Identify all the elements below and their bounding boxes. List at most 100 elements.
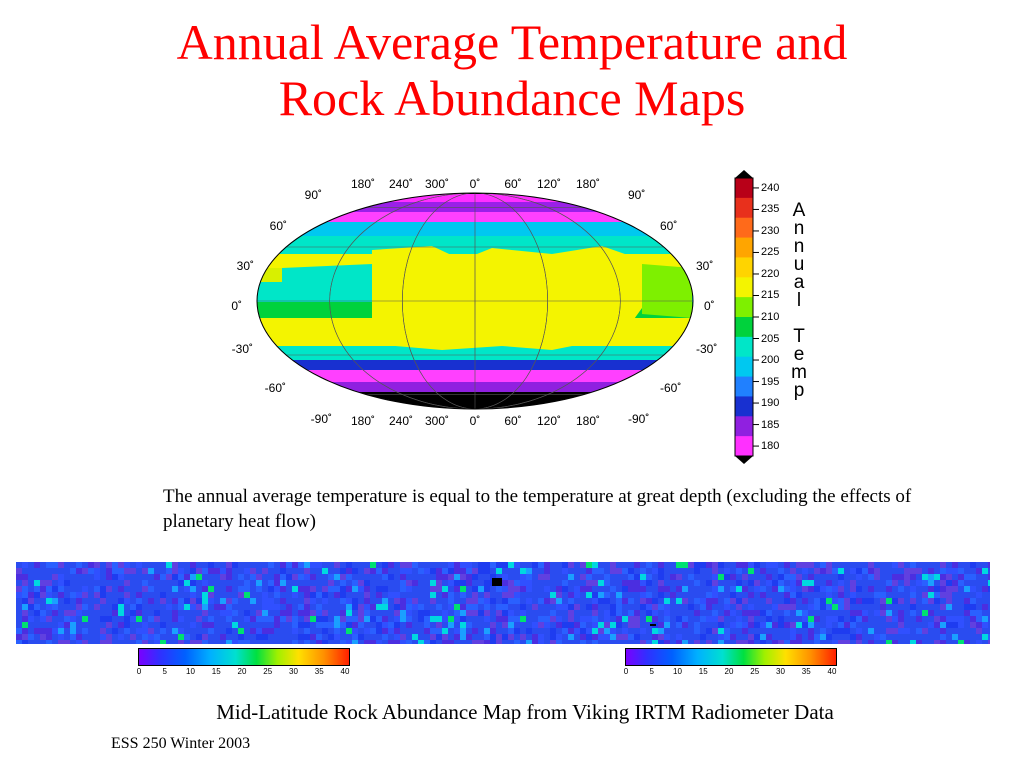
rock-scale-tick-label: 20: [237, 667, 247, 676]
colorbar-swatch: [735, 396, 753, 417]
rock-scale-tick-label: 35: [801, 667, 811, 676]
colorbar-swatch: [735, 317, 753, 338]
map-band: [257, 194, 693, 202]
colorbar-tick-label: 235: [761, 203, 780, 216]
colorbar-tick-label: 180: [761, 440, 780, 453]
temperature-map-graphic: [256, 192, 694, 410]
rock-scale-right: 0 5 10 15 20 25 30 35 40: [623, 648, 845, 684]
rock-scale-tick-label: 10: [673, 667, 682, 676]
rock-scale-tick-label: 15: [211, 667, 221, 676]
rock-map-caption: Mid-Latitude Rock Abundance Map from Vik…: [216, 700, 834, 724]
colorbar-swatch: [735, 178, 753, 199]
rock-scale-tick-label: 5: [649, 667, 654, 676]
colorbar-swatch: [735, 436, 753, 457]
map-coordinate-label: -30˚: [231, 342, 253, 356]
colorbar-swatch: [735, 416, 753, 437]
colorbar-graphic: [734, 170, 759, 464]
colorbar-title-letter: m: [791, 362, 807, 383]
rock-map-cells: [16, 562, 990, 644]
rock-map-gap: [650, 624, 656, 626]
colorbar-tick-label: 190: [761, 397, 780, 410]
map-coordinate-label: 180˚: [350, 414, 376, 428]
rock-abundance-map: [16, 562, 990, 644]
colorbar-title-letter: e: [793, 344, 805, 365]
title-line-2: Rock Abundance Maps: [278, 70, 746, 126]
colorbar-tick-label: 200: [761, 354, 780, 367]
map-coordinate-label: 90˚: [304, 188, 322, 202]
rock-scale-tick-label: 0: [623, 667, 629, 676]
colorbar-tick-label: 225: [761, 246, 780, 259]
colorbar-swatch: [735, 336, 753, 358]
map-coordinate-label: 30˚: [236, 259, 254, 273]
map-band: [257, 346, 693, 360]
map-band: [257, 193, 693, 194]
map-coordinate-label: 60˚: [504, 177, 522, 191]
rock-scale-tick-label: 5: [162, 667, 167, 676]
map-coordinate-label: 180˚: [350, 177, 376, 191]
rock-scale-tick-label: 20: [724, 667, 734, 676]
colorbar-tick-label: 230: [761, 224, 780, 237]
map-cool-region: [282, 264, 372, 300]
map-coordinate-label: 90˚: [628, 188, 646, 202]
colorbar-arrow-top: [735, 170, 753, 178]
map-coordinate-label: -60˚: [660, 381, 682, 395]
map-band: [257, 236, 693, 254]
map-coordinate-label: 30˚: [696, 259, 714, 273]
map-coordinate-label: 180˚: [575, 177, 601, 191]
rock-scale-tick-label: 30: [289, 667, 298, 676]
rock-scale-tick-label: 25: [750, 667, 760, 676]
map-coordinate-label: 300˚: [424, 414, 450, 428]
temperature-caption: The annual average temperature is equal …: [163, 486, 912, 532]
map-coordinate-label: 0˚: [231, 299, 242, 313]
rock-scale-tick-label: 30: [776, 667, 785, 676]
colorbar-title-letter: A: [792, 200, 806, 221]
map-coordinate-label: 0˚: [469, 414, 481, 428]
colorbar-swatch: [735, 237, 753, 258]
rock-scale-tick-label: 25: [263, 667, 273, 676]
map-coordinate-label: 120˚: [536, 177, 562, 191]
colorbar-title-letter: T: [793, 326, 805, 347]
colorbar-tick-label: 185: [761, 418, 780, 431]
slide-title: Annual Average Temperature and Rock Abun…: [0, 14, 1024, 126]
colorbar-tick-label: 205: [761, 332, 780, 345]
colorbar-title-letter: n: [793, 236, 805, 257]
title-line-1: Annual Average Temperature and: [176, 14, 848, 70]
map-coordinate-label: 180˚: [575, 414, 601, 428]
map-coordinate-label: 120˚: [536, 414, 562, 428]
temperature-colorbar: 240 235 230 225 220 215 210 205 200 195 190 185 180 …: [731, 168, 821, 468]
rock-scale-left: 0 5 10 15 20 25 30 35 40: [136, 648, 358, 684]
map-band: [257, 202, 693, 212]
colorbar-title-letter: n: [793, 218, 805, 239]
colorbar-tick-label: 215: [761, 289, 780, 302]
colorbar-title-letter: u: [793, 254, 805, 275]
colorbar-tick-label: 195: [761, 375, 780, 388]
rock-scale-tick-label: 15: [698, 667, 708, 676]
rock-scale-bar: [625, 648, 837, 666]
map-coordinate-label: 60˚: [269, 219, 287, 233]
colorbar-tick-label: 240: [761, 181, 780, 194]
map-outline: [256, 192, 694, 410]
colorbar-swatch: [735, 277, 753, 298]
map-coordinate-label: -30˚: [696, 342, 718, 356]
temperature-map: 180˚ 180˚ 240˚ 240˚ 300˚ 300˚ 0˚ 0˚ 60˚ 60˚ 120˚ 12…: [222, 168, 742, 450]
map-mild-region: [642, 264, 692, 318]
colorbar-swatch: [735, 217, 753, 239]
colorbar-tick-label: 220: [761, 267, 780, 280]
footer-text: ESS 250 Winter 2003: [111, 735, 251, 752]
map-warm-region: [372, 246, 642, 350]
colorbar-swatch: [735, 197, 753, 219]
colorbar-arrow-bottom: [735, 456, 753, 464]
map-coordinate-label: 0˚: [469, 177, 481, 191]
map-coordinate-label: 60˚: [504, 414, 522, 428]
map-coordinate-label: 240˚: [388, 414, 414, 428]
rock-scale-tick-label: 35: [314, 667, 324, 676]
rock-scale-tick-label: 10: [186, 667, 195, 676]
colorbar-swatch: [735, 356, 753, 378]
map-coordinate-label: -60˚: [264, 381, 286, 395]
map-coordinate-label: -90˚: [628, 412, 650, 426]
rock-map-gap: [492, 578, 502, 586]
rock-scale-tick-label: 0: [136, 667, 142, 676]
colorbar-title-letter: l: [796, 290, 802, 311]
colorbar-swatch: [735, 257, 753, 278]
